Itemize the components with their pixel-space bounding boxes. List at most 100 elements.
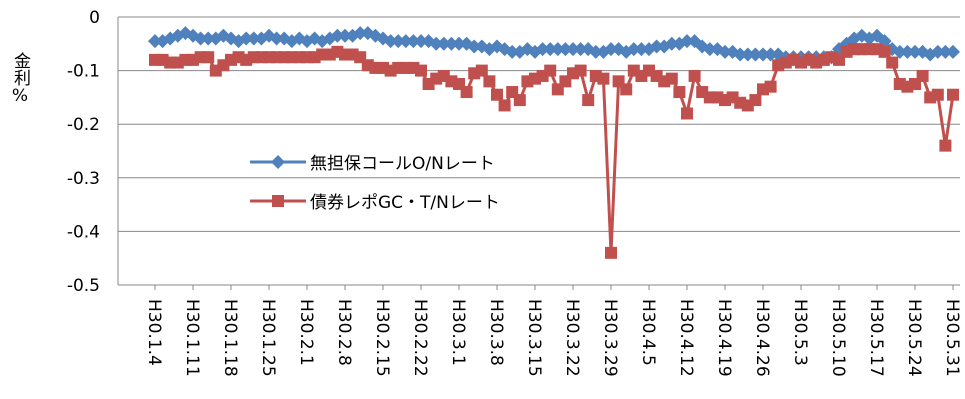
data-point [338,28,352,43]
data-point [406,34,421,49]
data-point [665,72,678,85]
x-tick-label: H30.4.26 [752,299,772,377]
data-point [505,44,520,59]
data-point [680,34,694,49]
data-point [491,88,503,101]
data-point [550,42,565,57]
x-tick-label: H30.4.12 [676,299,696,377]
data-point [597,72,610,85]
data-point [566,42,580,57]
data-point [475,64,488,77]
data-point [483,75,496,88]
data-point [452,36,466,51]
data-point [673,86,686,99]
x-tick-label: H30.1.4 [144,299,164,366]
data-point [847,31,862,46]
data-point [574,64,587,77]
data-point [467,39,482,54]
data-point [620,83,633,96]
legend-marker [271,155,285,169]
data-point [938,44,953,59]
x-tick-label: H30.3.22 [562,299,582,377]
data-point [414,34,428,49]
data-point [513,94,526,107]
y-tick-label: -0.4 [67,222,100,242]
data-point [947,88,959,101]
data-point [582,94,595,107]
data-point [429,36,444,51]
data-point [664,36,679,51]
x-tick-label: H30.2.22 [410,299,430,377]
data-point [444,36,459,51]
data-point [164,56,177,69]
data-point [322,31,337,46]
data-point [353,26,368,41]
y-tick-label: -0.5 [67,276,100,296]
data-point [330,28,345,43]
data-point [544,64,557,77]
data-point [946,44,960,59]
data-point [930,44,945,59]
x-tick-label: H30.2.1 [296,299,316,366]
x-tick-label: H30.2.15 [372,299,392,377]
data-point [756,47,770,62]
series-line [155,47,955,253]
x-tick-label: H30.4.19 [714,299,734,377]
data-point [460,86,473,99]
data-point [763,47,778,62]
y-tick-label: -0.3 [67,169,100,189]
y-tick-label: 0 [89,8,100,28]
y-tick-label: -0.1 [67,62,100,82]
data-point [810,56,823,69]
x-tick-label: H30.3.29 [600,299,620,377]
x-tick-label: H30.3.1 [448,299,468,366]
x-tick-label: H30.1.18 [220,299,240,377]
x-tick-label: H30.3.8 [486,299,506,366]
data-point [733,47,748,62]
data-point [795,56,807,69]
x-tick-label: H30.5.10 [828,299,848,377]
legend-label: 無担保コールO/Nレート [310,154,495,174]
data-point [702,42,717,57]
y-axis-label: 金利% [10,52,31,106]
data-point [588,44,603,59]
data-point [535,42,550,57]
data-point [718,44,732,59]
data-point [558,42,573,57]
data-point [688,69,701,82]
data-point [269,31,284,46]
data-point [908,44,922,59]
data-point [892,44,907,59]
data-point [170,28,185,43]
data-point [254,31,269,46]
x-tick-label: H30.5.17 [866,299,886,377]
legend-label: 債券レポGC・T/Nレート [310,193,500,213]
data-point [748,47,763,62]
x-tick-label: H30.5.3 [790,299,810,366]
data-point [391,34,406,49]
y-tick-label: -0.2 [67,115,100,135]
data-point [208,31,223,46]
x-tick-label: H30.4.5 [638,299,658,366]
data-point [415,64,427,77]
data-point [604,42,618,57]
data-point [543,42,558,57]
data-point [193,31,208,46]
data-point [886,56,899,69]
legend-marker [272,195,284,207]
data-point [779,56,792,69]
data-point [201,31,216,46]
data-point [398,34,413,49]
data-point [163,31,178,46]
x-tick-label: H30.1.11 [182,299,202,377]
data-point [239,31,254,46]
data-point [916,69,929,82]
data-point [749,94,762,107]
x-tick-label: H30.2.8 [334,299,354,366]
data-point [345,28,360,43]
data-point [148,34,162,49]
x-tick-label: H30.5.31 [942,299,962,377]
data-point [900,44,915,59]
data-point [764,80,777,93]
